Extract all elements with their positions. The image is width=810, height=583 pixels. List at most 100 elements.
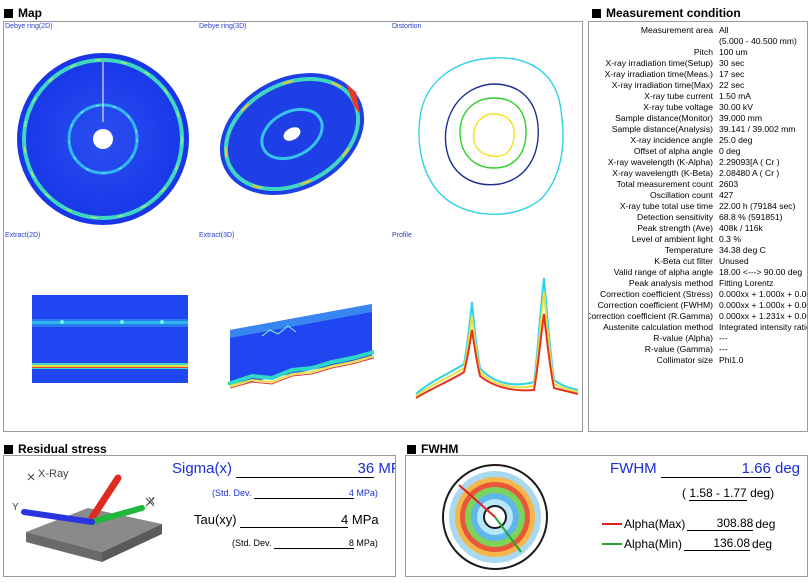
measurement-row: Offset of alpha angle 0 deg bbox=[589, 146, 807, 157]
measurement-key: Correction coefficient (Stress) bbox=[599, 289, 713, 299]
measurement-key: Sample distance(Monitor) bbox=[615, 113, 713, 123]
fwhm-title: FWHM bbox=[421, 442, 459, 456]
distortion-plot bbox=[408, 42, 578, 227]
measurement-row: X-ray irradiation time(Max) 22 sec bbox=[589, 80, 807, 91]
measurement-value: --- bbox=[719, 344, 728, 354]
measurement-key: Detection sensitivity bbox=[637, 212, 713, 222]
fwhm-value: 1.66 bbox=[660, 460, 771, 478]
xray-label: X-Ray bbox=[38, 468, 69, 480]
fwhm-range-value: 1.58 - 1.77 bbox=[689, 486, 747, 501]
fwhm-range-row: ( 1.58 - 1.77 deg) bbox=[682, 486, 774, 501]
measurement-key: Pitch bbox=[693, 47, 713, 57]
tau-std-value: 8 bbox=[273, 538, 354, 549]
fwhm-range-open: ( bbox=[682, 486, 686, 500]
measurement-row: K-Beta cut filter Unused bbox=[589, 256, 807, 267]
measurement-row: Detection sensitivity 68.8 % (591851) bbox=[589, 212, 807, 223]
measurement-row: (5.000 - 40.500 mm) bbox=[589, 36, 807, 47]
measurement-value: 0.3 % bbox=[719, 234, 741, 244]
measurement-value: 22 sec bbox=[719, 80, 745, 90]
section-bullet-icon bbox=[4, 444, 13, 454]
section-bullet-icon bbox=[592, 8, 601, 18]
measurement-key: X-ray tube total use time bbox=[619, 201, 713, 211]
tau-value: 4 bbox=[240, 512, 349, 528]
measurement-row: Peak analysis method Fitting Lorentz bbox=[589, 278, 807, 289]
axis-y-label: Y bbox=[12, 502, 19, 513]
measurement-row: Sample distance(Monitor) 39.000 mm bbox=[589, 113, 807, 124]
measurement-value: Integrated intensity ratio bbox=[719, 322, 808, 332]
measurement-key: X-ray irradiation time(Meas.) bbox=[604, 69, 713, 79]
map-section-title: Map bbox=[4, 6, 42, 20]
measurement-key: X-ray incidence angle bbox=[630, 135, 713, 145]
measurement-row: Correction coefficient (Stress) 0.000xx +… bbox=[589, 289, 807, 300]
measurement-panel: Measurement area All (5.000 - 40.500 mm) Pi… bbox=[588, 21, 808, 432]
tau-row: Tau(xy) 4 MPa bbox=[194, 512, 379, 528]
sigma-std-label: (Std. Dev. bbox=[212, 488, 252, 498]
measurement-value: 39.000 mm bbox=[719, 113, 762, 123]
fwhm-unit: deg bbox=[775, 460, 801, 477]
measurement-key: Oscillation count bbox=[649, 190, 713, 200]
sigma-row: Sigma(x) 36 MPa bbox=[172, 460, 395, 478]
measurement-row: Level of ambient light 0.3 % bbox=[589, 234, 807, 245]
distortion-label: Distortion bbox=[392, 23, 422, 30]
measurement-row: X-ray tube current 1.50 mA bbox=[589, 91, 807, 102]
measurement-value: 0 deg bbox=[719, 146, 741, 156]
measurement-value: (5.000 - 40.500 mm) bbox=[719, 36, 797, 46]
alpha-min-legend-icon bbox=[602, 542, 622, 545]
measurement-key: K-Beta cut filter bbox=[654, 256, 713, 266]
measurement-key: Temperature bbox=[664, 245, 713, 255]
measurement-key: X-ray irradiation time(Max) bbox=[611, 80, 713, 90]
residual-title: Residual stress bbox=[18, 442, 107, 456]
measurement-row: Peak strength (Ave) 408k / 116k bbox=[589, 223, 807, 234]
measurement-value: Phi1.0 bbox=[719, 355, 744, 365]
extract-3d-label: Extract(3D) bbox=[199, 232, 235, 239]
xray-geometry-diagram: X-Ray Y X bbox=[10, 462, 165, 570]
measurement-key: R-value (Gamma) bbox=[644, 344, 713, 354]
extract-2d-label: Extract(2D) bbox=[5, 232, 41, 239]
sigma-std-value: 4 bbox=[253, 488, 354, 499]
debye-ring-2d-image bbox=[6, 32, 200, 232]
measurement-key: Peak strength (Ave) bbox=[637, 223, 713, 233]
sigma-unit: MPa bbox=[378, 460, 395, 477]
measurement-value: 39.141 / 39.002 mm bbox=[719, 124, 796, 134]
alpha-min-label: Alpha(Min) bbox=[624, 536, 683, 551]
debye-ring-2d-label: Debye ring(2D) bbox=[5, 23, 53, 30]
measurement-value: 427 bbox=[719, 190, 734, 200]
alpha-max-label: Alpha(Max) bbox=[624, 516, 686, 531]
sigma-value: 36 bbox=[236, 460, 375, 478]
measurement-row: X-ray irradiation time(Setup) 30 sec bbox=[589, 58, 807, 69]
measurement-row: Temperature 34.38 deg C bbox=[589, 245, 807, 256]
measurement-key: Level of ambient light bbox=[631, 234, 713, 244]
map-panel: Debye ring(2D) Debye ring(3D) bbox=[3, 21, 583, 432]
measurement-key: Collimator size bbox=[656, 355, 713, 365]
measurement-value: 68.8 % (591851) bbox=[719, 212, 783, 222]
measurement-key: Austenite calculation method bbox=[603, 322, 713, 332]
debye-ring-3d-image bbox=[204, 62, 384, 212]
alpha-max-legend-icon bbox=[602, 522, 622, 525]
measurement-row: Collimator size Phi1.0 bbox=[589, 355, 807, 366]
extract-3d-image bbox=[222, 290, 382, 400]
tau-std-row: (Std. Dev. 8 MPa) bbox=[232, 538, 378, 549]
measurement-key: X-ray tube current bbox=[644, 91, 713, 101]
section-bullet-icon bbox=[407, 444, 416, 454]
fwhm-panel: FWHM 1.66 deg ( 1.58 - 1.77 deg) Alpha(M… bbox=[405, 455, 808, 577]
measurement-key: R-value (Alpha) bbox=[653, 333, 713, 343]
residual-stress-panel: X-Ray Y X Sigma(x) 36 MPa (Std. Dev. 4 M… bbox=[3, 455, 396, 577]
map-title: Map bbox=[18, 6, 42, 20]
measurement-row: X-ray tube voltage 30.00 kV bbox=[589, 102, 807, 113]
measurement-value: 30.00 kV bbox=[719, 102, 753, 112]
measurement-row: X-ray tube total use time 22.00 h (79184 … bbox=[589, 201, 807, 212]
section-bullet-icon bbox=[4, 8, 13, 18]
measurement-row: X-ray wavelength (K-Alpha) 2.29093[A ( Cr… bbox=[589, 157, 807, 168]
debye-ring-3d-label: Debye ring(3D) bbox=[199, 23, 247, 30]
fwhm-section-title: FWHM bbox=[407, 442, 458, 456]
alpha-max-row: Alpha(Max) 308.88 deg bbox=[602, 516, 775, 531]
measurement-row: Pitch 100 um bbox=[589, 47, 807, 58]
measurement-row: X-ray wavelength (K-Beta) 2.08480 A ( Cr … bbox=[589, 168, 807, 179]
measurement-key: Total measurement count bbox=[616, 179, 714, 189]
measurement-row: Valid range of alpha angle 18.00 <---> 90… bbox=[589, 267, 807, 278]
measurement-key: X-ray wavelength (K-Alpha) bbox=[607, 157, 713, 167]
measurement-row: Sample distance(Analysis) 39.141 / 39.002… bbox=[589, 124, 807, 135]
measurement-row: Austenite calculation method Integrated i… bbox=[589, 322, 808, 333]
measurement-section-title: Measurement condition bbox=[592, 6, 741, 20]
measurement-value: --- bbox=[719, 333, 728, 343]
